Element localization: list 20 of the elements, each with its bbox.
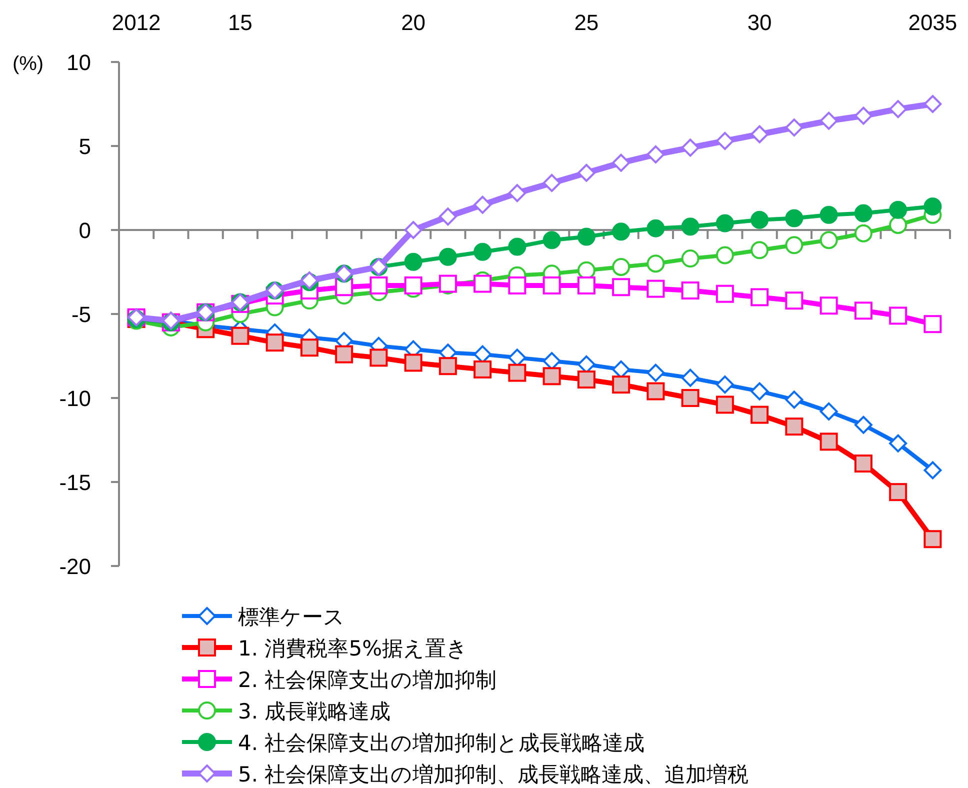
y-tick-label: -20 [59, 554, 91, 579]
y-tick-label: -15 [59, 470, 91, 495]
legend-label: 2. 社会保障支出の増加抑制 [238, 668, 497, 692]
x-tick-label: 25 [574, 10, 599, 35]
legend-label: 4. 社会保障支出の増加抑制と成長戦略達成 [238, 731, 645, 755]
y-tick-label: 5 [78, 134, 91, 159]
x-tick-label: 2012 [112, 10, 161, 35]
legend-label: 3. 成長戦略達成 [238, 700, 391, 724]
y-tick-label: -5 [71, 302, 91, 327]
x-tick-label: 30 [747, 10, 772, 35]
legend-label: 1. 消費税率5%据え置き [238, 636, 468, 660]
legend-label: 5. 社会保障支出の増加抑制、成長戦略達成、追加増税 [238, 762, 749, 786]
legend-label: 標準ケース [238, 605, 345, 629]
x-tick-label: 20 [401, 10, 426, 35]
x-tick-label: 2035 [908, 10, 958, 35]
y-tick-label: 0 [78, 218, 91, 243]
y-tick-label: 10 [66, 50, 91, 75]
y-tick-label: -10 [59, 386, 91, 411]
y-axis-title: (%) [12, 53, 44, 75]
x-tick-label: 15 [228, 10, 252, 35]
